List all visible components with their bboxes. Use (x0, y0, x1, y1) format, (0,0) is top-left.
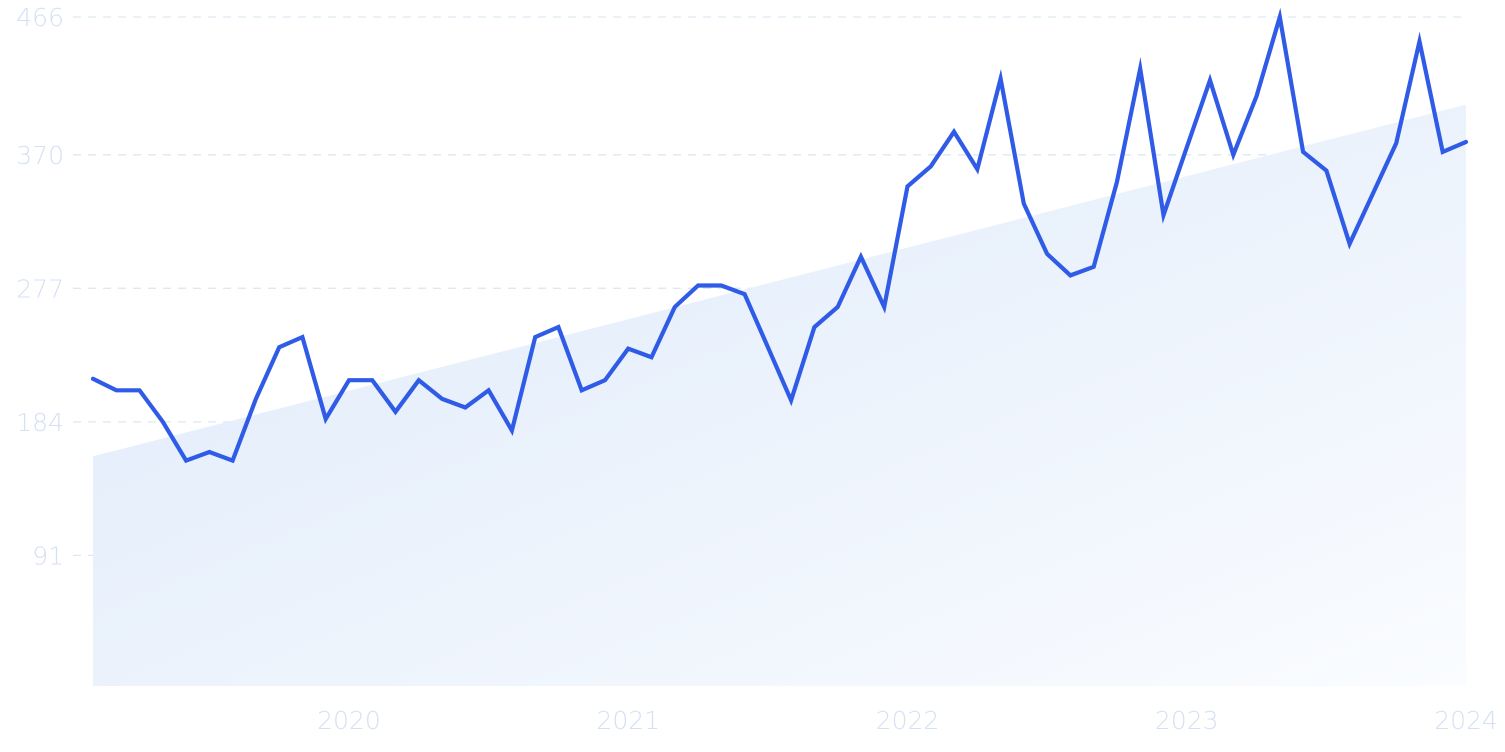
x-tick-label: 2020 (317, 706, 381, 735)
series-line (90, 7, 1469, 464)
y-axis-tick-labels: 466 370 277 184 91 (16, 3, 64, 570)
trend-area (93, 104, 1466, 687)
x-tick-label: 2023 (1155, 706, 1219, 735)
x-tick-label: 2022 (876, 706, 940, 735)
x-tick-label: 2021 (596, 706, 660, 735)
x-tick-label: 2024 (1434, 706, 1498, 735)
y-tick-label: 277 (16, 274, 64, 303)
trend-area-layer (93, 104, 1466, 687)
series-line-layer (90, 7, 1469, 464)
x-axis-tick-labels: 2020 2021 2022 2023 2024 (317, 706, 1498, 735)
y-tick-label: 184 (16, 408, 64, 437)
y-tick-label: 466 (16, 3, 64, 32)
y-tick-label: 370 (16, 141, 64, 170)
y-tick-label: 91 (32, 541, 64, 570)
